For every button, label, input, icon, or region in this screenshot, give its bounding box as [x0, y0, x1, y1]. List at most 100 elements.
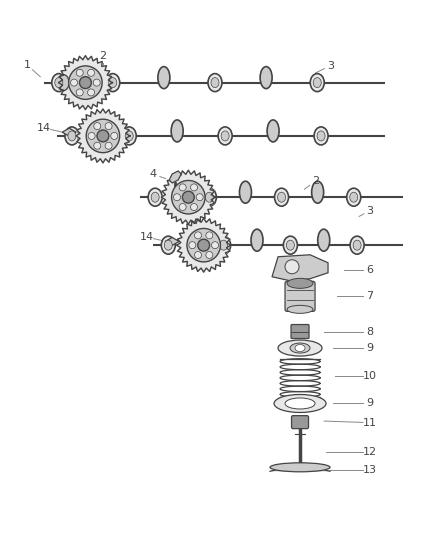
- Ellipse shape: [310, 74, 324, 92]
- Ellipse shape: [270, 463, 330, 472]
- Ellipse shape: [267, 120, 279, 142]
- Text: 6: 6: [367, 265, 374, 274]
- Ellipse shape: [353, 240, 361, 250]
- Circle shape: [182, 191, 194, 203]
- Polygon shape: [76, 109, 130, 163]
- Ellipse shape: [287, 305, 313, 313]
- Circle shape: [111, 132, 118, 140]
- Ellipse shape: [278, 192, 286, 202]
- Circle shape: [194, 252, 201, 259]
- Circle shape: [179, 184, 186, 191]
- Ellipse shape: [202, 188, 216, 206]
- Circle shape: [206, 252, 213, 259]
- Text: 14: 14: [140, 232, 154, 242]
- Circle shape: [194, 232, 201, 239]
- FancyBboxPatch shape: [291, 325, 309, 338]
- Ellipse shape: [350, 192, 358, 202]
- Text: 13: 13: [363, 465, 377, 475]
- Circle shape: [179, 204, 186, 211]
- Ellipse shape: [164, 240, 172, 250]
- Ellipse shape: [313, 78, 321, 87]
- Ellipse shape: [219, 240, 228, 250]
- Circle shape: [105, 142, 112, 149]
- Text: 12: 12: [363, 447, 377, 457]
- FancyBboxPatch shape: [292, 416, 308, 429]
- Polygon shape: [165, 237, 179, 246]
- Ellipse shape: [290, 343, 310, 353]
- Ellipse shape: [260, 67, 272, 88]
- Ellipse shape: [275, 188, 289, 206]
- Text: 1: 1: [24, 60, 31, 70]
- Circle shape: [172, 181, 205, 214]
- Circle shape: [97, 130, 109, 142]
- Ellipse shape: [278, 340, 322, 356]
- Ellipse shape: [125, 131, 133, 141]
- Circle shape: [71, 79, 78, 86]
- Circle shape: [94, 123, 101, 130]
- Ellipse shape: [287, 278, 313, 288]
- Polygon shape: [169, 171, 181, 183]
- Ellipse shape: [211, 78, 219, 87]
- Text: 2: 2: [99, 52, 106, 61]
- Circle shape: [285, 260, 299, 274]
- Ellipse shape: [286, 240, 294, 250]
- Ellipse shape: [148, 188, 162, 206]
- Ellipse shape: [295, 344, 305, 352]
- Circle shape: [76, 69, 83, 76]
- Ellipse shape: [52, 74, 66, 92]
- Ellipse shape: [274, 394, 326, 413]
- Circle shape: [94, 142, 101, 149]
- Text: 14: 14: [37, 123, 51, 133]
- Text: 9: 9: [367, 399, 374, 408]
- Ellipse shape: [218, 127, 232, 145]
- Circle shape: [191, 204, 198, 211]
- Text: 7: 7: [367, 292, 374, 301]
- Circle shape: [88, 89, 95, 96]
- Text: 2: 2: [312, 176, 319, 186]
- Polygon shape: [62, 128, 76, 136]
- Circle shape: [93, 79, 100, 86]
- Ellipse shape: [314, 127, 328, 145]
- Text: 11: 11: [363, 418, 377, 427]
- Ellipse shape: [221, 131, 229, 141]
- Ellipse shape: [285, 398, 315, 409]
- Polygon shape: [177, 218, 231, 272]
- Circle shape: [76, 89, 83, 96]
- Ellipse shape: [68, 131, 76, 141]
- Polygon shape: [161, 170, 215, 224]
- Ellipse shape: [65, 127, 79, 145]
- Ellipse shape: [240, 181, 251, 203]
- Ellipse shape: [151, 192, 159, 202]
- FancyBboxPatch shape: [285, 281, 315, 311]
- Ellipse shape: [171, 120, 183, 142]
- Ellipse shape: [251, 229, 263, 251]
- Circle shape: [198, 239, 210, 251]
- Ellipse shape: [55, 78, 63, 87]
- Ellipse shape: [317, 131, 325, 141]
- Text: 3: 3: [327, 61, 334, 70]
- Circle shape: [69, 66, 102, 99]
- Ellipse shape: [109, 78, 117, 87]
- Circle shape: [173, 193, 180, 201]
- Ellipse shape: [106, 74, 120, 92]
- Circle shape: [196, 193, 203, 201]
- Circle shape: [189, 241, 196, 249]
- Text: 9: 9: [367, 343, 374, 353]
- Text: 8: 8: [367, 327, 374, 336]
- Circle shape: [88, 69, 95, 76]
- Text: 4: 4: [150, 169, 157, 179]
- Ellipse shape: [347, 188, 361, 206]
- Ellipse shape: [161, 236, 175, 254]
- Polygon shape: [58, 55, 113, 110]
- Circle shape: [86, 119, 120, 152]
- Ellipse shape: [205, 192, 213, 202]
- Ellipse shape: [217, 236, 231, 254]
- Ellipse shape: [312, 181, 324, 203]
- Ellipse shape: [122, 127, 136, 145]
- Polygon shape: [270, 465, 330, 471]
- Circle shape: [191, 184, 198, 191]
- Text: 10: 10: [363, 371, 377, 381]
- Circle shape: [212, 241, 219, 249]
- Circle shape: [79, 77, 92, 88]
- Circle shape: [206, 232, 213, 239]
